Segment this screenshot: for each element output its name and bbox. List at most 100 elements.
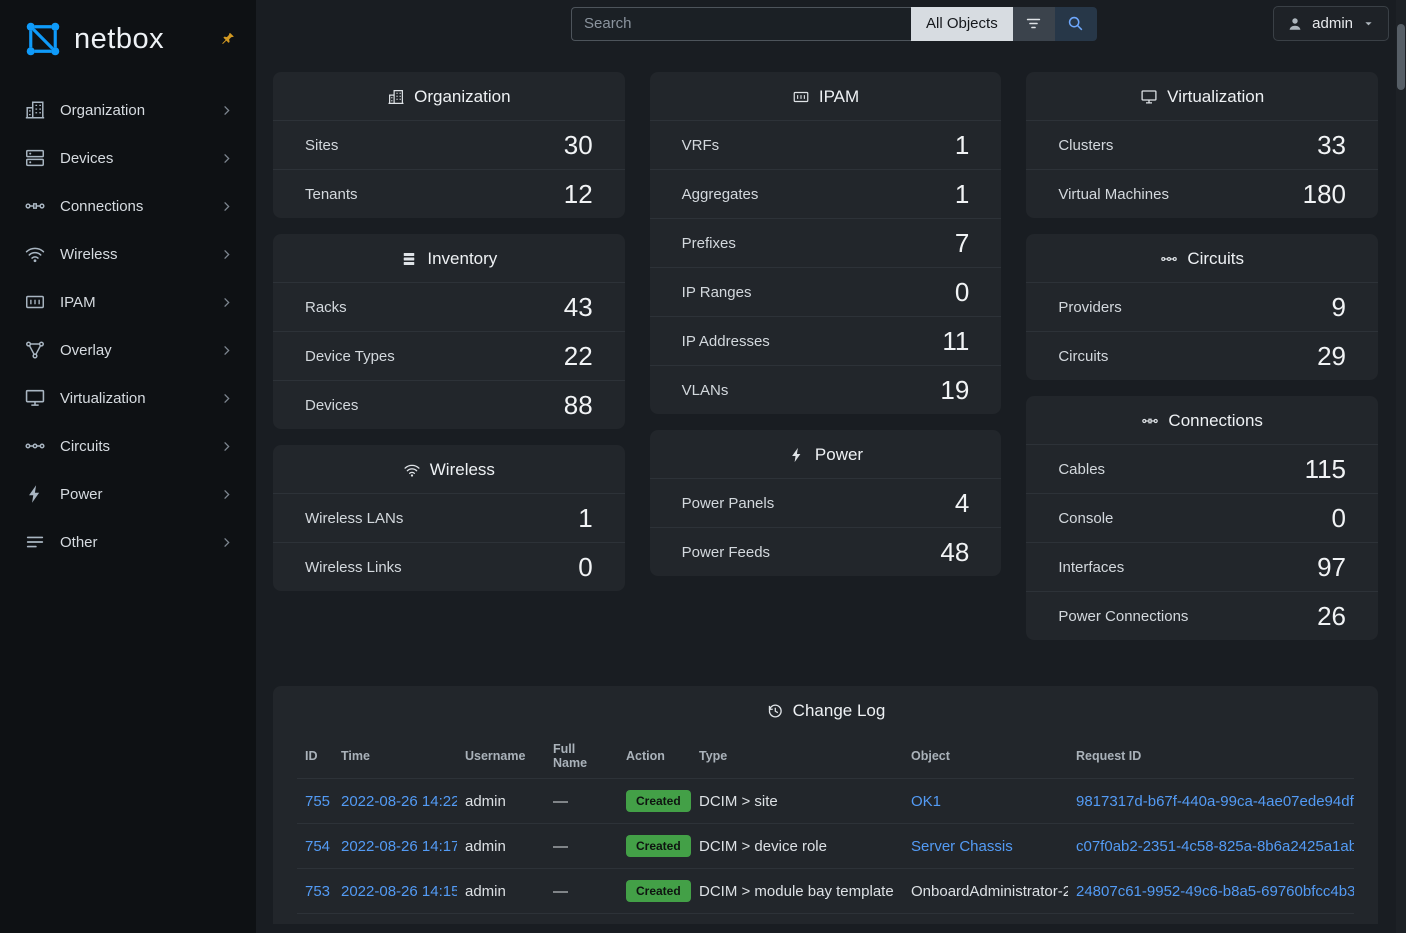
stat-row-tenants[interactable]: Tenants 12 (273, 169, 625, 218)
change-id-link[interactable]: 753 (305, 882, 331, 900)
scrollbar[interactable] (1396, 0, 1406, 933)
stat-label: IP Ranges (681, 283, 752, 301)
card-title: Power (650, 430, 1002, 478)
sidebar-item-connections[interactable]: Connections (10, 184, 246, 228)
changelog-title: Change Log (273, 686, 1378, 734)
card-title-text: Change Log (792, 701, 886, 720)
sidebar-item-label: Organization (60, 101, 146, 119)
stat-row-interfaces[interactable]: Interfaces 97 (1026, 542, 1379, 591)
stat-row-vlans[interactable]: VLANs 19 (649, 365, 1002, 414)
person-icon (1286, 15, 1304, 33)
stack-icon (400, 250, 418, 268)
stat-row-racks[interactable]: Racks 43 (273, 282, 625, 331)
chevron-right-icon (219, 391, 234, 406)
stat-label: Interfaces (1058, 558, 1125, 576)
request-id-link[interactable]: 24807c61-9952-49c6-b8a5-69760bfcc4b3 (1076, 882, 1354, 900)
stat-row-ip-addresses[interactable]: IP Addresses 11 (649, 316, 1002, 365)
cell-full-name: — (545, 778, 618, 824)
search-input[interactable] (571, 6, 911, 41)
pin-icon[interactable] (219, 31, 236, 48)
dashboard-column-2: IPAM VRFs 1 Aggregates 1 Prefixes 7 (649, 72, 1002, 592)
stat-row-console[interactable]: Console 0 (1026, 493, 1379, 542)
stat-row-device-types[interactable]: Device Types 22 (273, 331, 625, 380)
card-wireless: Wireless Wireless LANs 1 Wireless Links … (273, 445, 625, 591)
request-id-link[interactable]: c07f0ab2-2351-4c58-825a-8b6a2425a1ab (1076, 837, 1354, 855)
change-id-link[interactable]: 755 (305, 792, 331, 810)
change-id-link[interactable]: 754 (305, 837, 331, 855)
stat-row-circuits[interactable]: Circuits 29 (1026, 331, 1379, 380)
stat-row-ip-ranges[interactable]: IP Ranges 0 (649, 267, 1002, 316)
user-menu-button[interactable]: admin (1273, 6, 1389, 41)
stat-row-devices[interactable]: Devices 88 (273, 380, 625, 429)
card-organization: Organization Sites 30 Tenants 12 (273, 72, 625, 218)
sidebar-item-power[interactable]: Power (10, 472, 246, 516)
change-time-link[interactable]: 2022-08-26 14:22 (341, 792, 457, 810)
stat-row-providers[interactable]: Providers 9 (1026, 282, 1379, 331)
sidebar-item-ipam[interactable]: IPAM (10, 280, 246, 324)
chevron-right-icon (219, 295, 234, 310)
change-time-link[interactable]: 2022-08-26 14:17 (341, 837, 457, 855)
list-icon (24, 531, 46, 553)
stat-value: 1 (578, 502, 593, 533)
dashboard-column-1: Organization Sites 30 Tenants 12 (273, 72, 625, 607)
stat-value: 22 (563, 340, 593, 371)
scrollbar-thumb[interactable] (1397, 24, 1405, 90)
request-id-link[interactable]: 9817317d-b67f-440a-99ca-4ae07ede94df (1076, 792, 1354, 810)
stat-row-power-panels[interactable]: Power Panels 4 (649, 478, 1002, 527)
sidebar-item-circuits[interactable]: Circuits (10, 424, 246, 468)
sidebar-item-virtualization[interactable]: Virtualization (10, 376, 246, 420)
stat-value: 19 (940, 374, 970, 405)
stat-label: Power Feeds (681, 543, 771, 561)
flash-icon (788, 446, 806, 464)
stat-row-prefixes[interactable]: Prefixes 7 (649, 218, 1002, 267)
sidebar-item-overlay[interactable]: Overlay (10, 328, 246, 372)
filter-button[interactable] (1012, 6, 1055, 41)
stat-row-sites[interactable]: Sites 30 (273, 120, 625, 169)
column-header-type: Type (691, 734, 903, 779)
stat-label: Console (1058, 509, 1114, 527)
action-badge: Created (626, 880, 691, 902)
object-type-button[interactable]: All Objects (911, 6, 1013, 41)
stat-row-power-connections[interactable]: Power Connections 26 (1026, 591, 1379, 640)
stat-row-cables[interactable]: Cables 115 (1026, 444, 1379, 493)
card-title-text: IPAM (818, 87, 860, 106)
sidebar-nav: Organization Devices Connections Wireles… (0, 78, 256, 568)
stat-label: Virtual Machines (1058, 185, 1169, 203)
column-header-request-id: Request ID (1068, 734, 1354, 779)
column-header-id: ID (297, 734, 333, 779)
card-title: Organization (273, 72, 625, 120)
stat-row-wireless-lans[interactable]: Wireless LANs 1 (273, 493, 625, 542)
sidebar-item-wireless[interactable]: Wireless (10, 232, 246, 276)
card-virtualization: Virtualization Clusters 33 Virtual Machi… (1026, 72, 1379, 218)
stat-row-clusters[interactable]: Clusters 33 (1026, 120, 1379, 169)
stat-label: Aggregates (681, 185, 759, 203)
card-title: Inventory (273, 234, 625, 282)
stat-value: 7 (954, 227, 970, 258)
stat-row-power-feeds[interactable]: Power Feeds 48 (649, 527, 1002, 576)
change-time-link[interactable]: 2022-08-26 14:15 (341, 882, 457, 900)
stat-row-vrfs[interactable]: VRFs 1 (649, 120, 1002, 169)
stat-row-virtual-machines[interactable]: Virtual Machines 180 (1026, 169, 1379, 218)
logo-text: netbox (74, 22, 165, 55)
changelog-card: Change Log ID Time Username (273, 686, 1378, 924)
chevron-right-icon (219, 343, 234, 358)
sidebar-item-devices[interactable]: Devices (10, 136, 246, 180)
dashboard: Organization Sites 30 Tenants 12 (256, 47, 1406, 933)
sidebar-item-organization[interactable]: Organization (10, 88, 246, 132)
sidebar-item-other[interactable]: Other (10, 520, 246, 564)
chevron-right-icon (219, 103, 234, 118)
chevron-right-icon (219, 199, 234, 214)
stat-label: IP Addresses (681, 332, 770, 350)
sidebar-item-label: Overlay (60, 341, 112, 359)
stat-label: Wireless LANs (305, 509, 404, 527)
cell-object: OnboardAdministrator-2 (903, 868, 1068, 914)
stat-value: 11 (942, 325, 970, 356)
stat-value: 33 (1317, 129, 1347, 160)
search-button[interactable] (1054, 6, 1097, 41)
netbox-logo[interactable]: netbox (0, 0, 256, 78)
stat-row-aggregates[interactable]: Aggregates 1 (649, 169, 1002, 218)
object-link[interactable]: Server Chassis (911, 837, 1013, 855)
stat-row-wireless-links[interactable]: Wireless Links 0 (273, 542, 625, 591)
object-link[interactable]: OK1 (911, 792, 942, 810)
stat-label: Power Connections (1058, 607, 1189, 625)
